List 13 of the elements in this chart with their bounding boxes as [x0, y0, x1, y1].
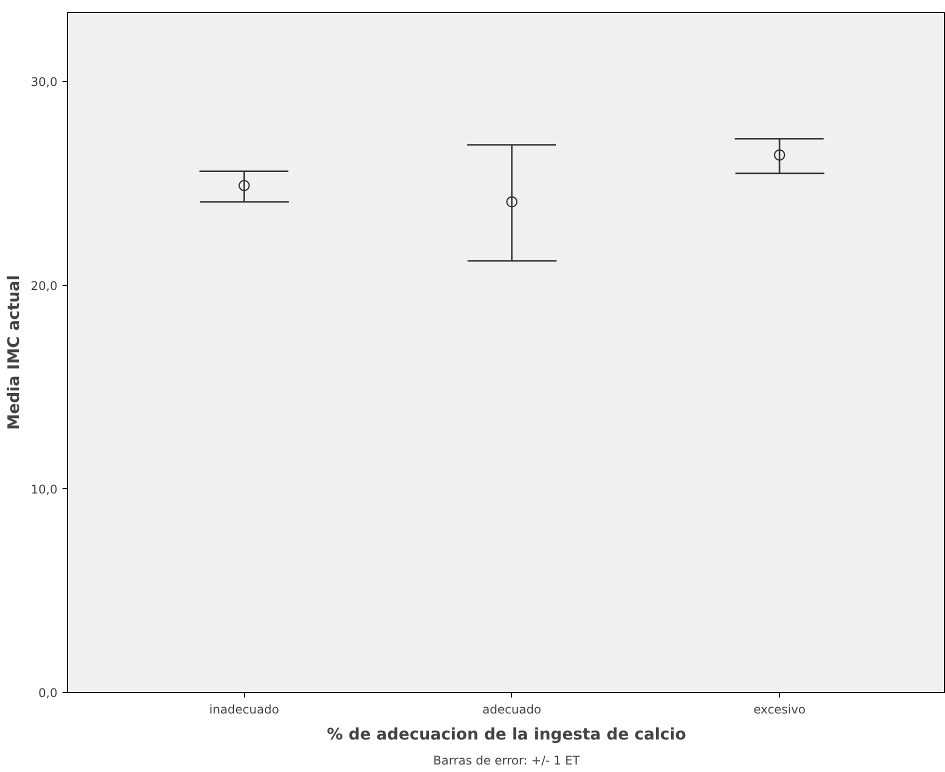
y-tick-label: 30,0 — [30, 75, 58, 90]
x-tick-label: inadecuado — [209, 702, 280, 716]
y-tick-label: 0,0 — [38, 686, 58, 700]
x-axis-title: % de adecuacion de la ingesta de calcio — [326, 724, 686, 744]
x-tick-label: excesivo — [754, 702, 806, 716]
point — [238, 180, 250, 192]
y-axis-title: Media IMC actual — [4, 275, 23, 430]
text: Barras de error: +/- 1 ET — [433, 754, 581, 768]
x-tick-label: adecuado — [482, 702, 542, 716]
point — [506, 196, 518, 208]
y-tick-label: 20,0 — [30, 278, 58, 293]
point — [774, 149, 786, 161]
y-tick-label: 10,0 — [30, 482, 58, 496]
